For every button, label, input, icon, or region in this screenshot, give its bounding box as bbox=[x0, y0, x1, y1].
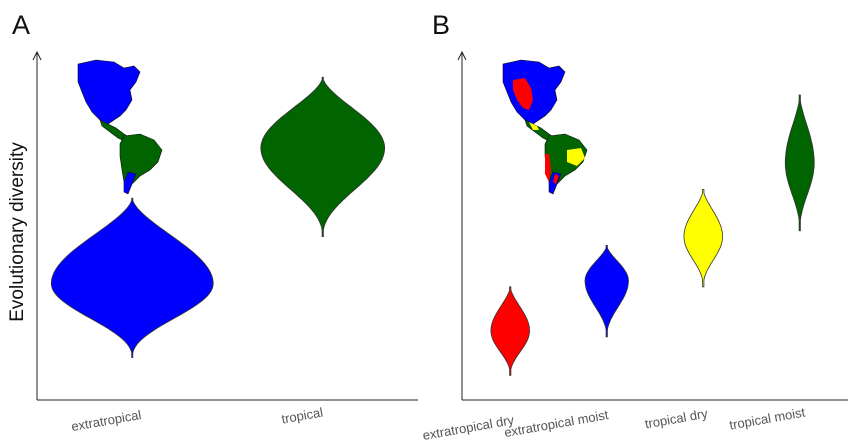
panel-b-map-andes-dry bbox=[545, 154, 551, 182]
violin-extratropical-dry bbox=[490, 286, 530, 376]
violin-tropical-dry bbox=[683, 189, 723, 288]
panel-a-map-southern-cone bbox=[123, 171, 137, 195]
panel-b-map-central-america-dry bbox=[529, 122, 539, 130]
panel-b-tick-labels: extratropical dry extratropical moist tr… bbox=[421, 404, 806, 443]
panel-b-y-arrow bbox=[457, 50, 467, 61]
panel-label-b: B bbox=[432, 10, 450, 40]
violin-tropical bbox=[260, 76, 385, 237]
panel-b-map-south-america-dry bbox=[567, 148, 585, 166]
violin-tropical-moist bbox=[784, 94, 815, 232]
violin-extratropical bbox=[50, 197, 214, 358]
panel-b-axes bbox=[457, 50, 848, 401]
tick-label-extratropical: extratropical bbox=[70, 407, 142, 434]
panel-a-axes bbox=[32, 50, 418, 401]
tick-label-tropical: tropical bbox=[280, 405, 324, 427]
panel-b-map-north-america-dry bbox=[513, 78, 533, 110]
panel-b-map-inset bbox=[502, 59, 588, 195]
panel-label-a: A bbox=[12, 10, 30, 40]
tick-label-tropical-moist: tropical moist bbox=[728, 404, 806, 432]
panel-a-map-north-america bbox=[77, 59, 141, 125]
tick-label-tropical-dry: tropical dry bbox=[644, 406, 710, 432]
panel-b-map-north-america bbox=[502, 59, 566, 125]
panel-a-tick-labels: extratropical tropical bbox=[70, 405, 324, 435]
panel-a-y-arrow bbox=[32, 50, 42, 61]
tick-label-extratropical-moist: extratropical moist bbox=[503, 407, 610, 440]
tick-label-extratropical-dry: extratropical dry bbox=[421, 412, 515, 443]
panel-a-map-inset bbox=[77, 59, 163, 195]
y-axis-label: Evolutionary diversity bbox=[7, 142, 28, 322]
panel-b-violins bbox=[490, 94, 815, 376]
panel-b-map-southern-cone-dry bbox=[553, 174, 559, 184]
panel-a-violins bbox=[50, 76, 385, 358]
violin-extratropical-moist bbox=[584, 245, 629, 338]
